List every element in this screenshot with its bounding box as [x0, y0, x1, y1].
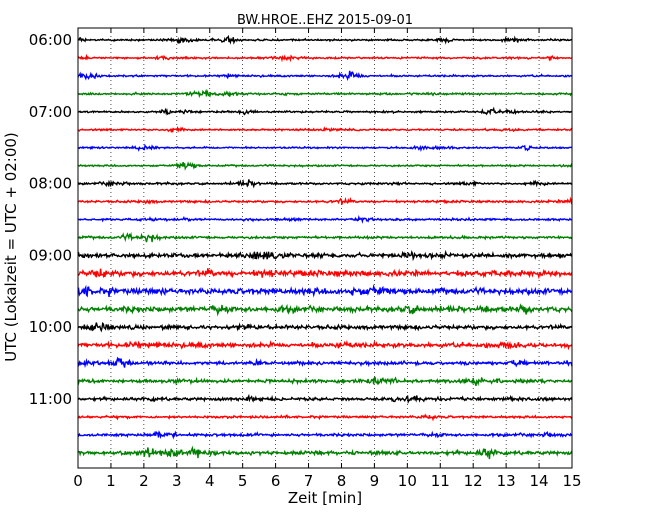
trace-line-11:00	[77, 393, 573, 405]
y-tick-label: 11:00	[29, 390, 72, 408]
x-tick-label: 8	[337, 472, 347, 490]
trace-line-11:15	[77, 413, 573, 422]
x-axis: 0 1 2 3 4 5 6 7 8 9 10 11 12 13 14 15	[73, 28, 582, 490]
trace-line-07:15	[77, 125, 573, 134]
trace-line-09:15	[77, 268, 573, 280]
y-tick-label: 09:00	[29, 246, 72, 264]
y-tick-label: 07:00	[29, 103, 72, 121]
trace-line-09:45	[77, 303, 573, 317]
x-tick-label: 0	[73, 472, 83, 490]
trace-line-10:00	[77, 321, 573, 333]
x-tick-label: 15	[562, 472, 581, 490]
trace-line-10:15	[77, 339, 573, 351]
y-tick-label: 06:00	[29, 31, 72, 49]
x-tick-label: 6	[271, 472, 281, 490]
trace-line-08:00	[77, 178, 573, 189]
x-tick-label: 1	[106, 472, 116, 490]
y-tick-label: 08:00	[29, 175, 72, 193]
x-tick-label: 9	[370, 472, 380, 490]
y-tick-label: 10:00	[29, 318, 72, 336]
x-tick-label: 3	[172, 472, 182, 490]
trace-line-08:15	[77, 196, 573, 205]
x-tick-label: 2	[139, 472, 149, 490]
x-tick-label: 12	[464, 472, 483, 490]
trace-line-09:30	[77, 284, 573, 298]
trace-line-09:00	[77, 249, 573, 262]
trace-line-11:30	[77, 430, 573, 440]
x-tick-label: 10	[398, 472, 417, 490]
trace-line-06:00	[77, 34, 573, 45]
chart-title: BW.HROE..EHZ 2015-09-01	[237, 13, 413, 28]
trace-line-10:30	[77, 356, 573, 369]
trace-line-07:00	[77, 106, 573, 116]
trace-line-06:30	[77, 70, 573, 82]
x-tick-label: 14	[530, 472, 549, 490]
trace-line-11:45	[77, 445, 573, 460]
x-tick-label: 4	[205, 472, 215, 490]
plot-area-frame	[77, 27, 573, 469]
x-tick-label: 5	[238, 472, 248, 490]
x-tick-label: 11	[431, 472, 450, 490]
trace-line-07:30	[77, 143, 573, 153]
x-axis-label: Zeit [min]	[288, 489, 362, 507]
trace-line-06:45	[77, 88, 573, 99]
trace-group	[77, 34, 573, 460]
trace-line-10:45	[77, 376, 573, 387]
x-tick-label: 7	[304, 472, 314, 490]
trace-line-08:45	[77, 231, 573, 243]
trace-line-08:30	[77, 214, 573, 224]
y-axis-label: UTC (Lokalzeit = UTC + 02:00)	[2, 132, 20, 362]
trace-line-06:15	[77, 53, 572, 63]
x-tick-label: 13	[497, 472, 516, 490]
y-axis: 06:00 07:00 08:00 09:00 10:00 11:00	[29, 31, 572, 408]
trace-line-07:45	[77, 161, 573, 171]
grid-lines	[110, 28, 540, 468]
